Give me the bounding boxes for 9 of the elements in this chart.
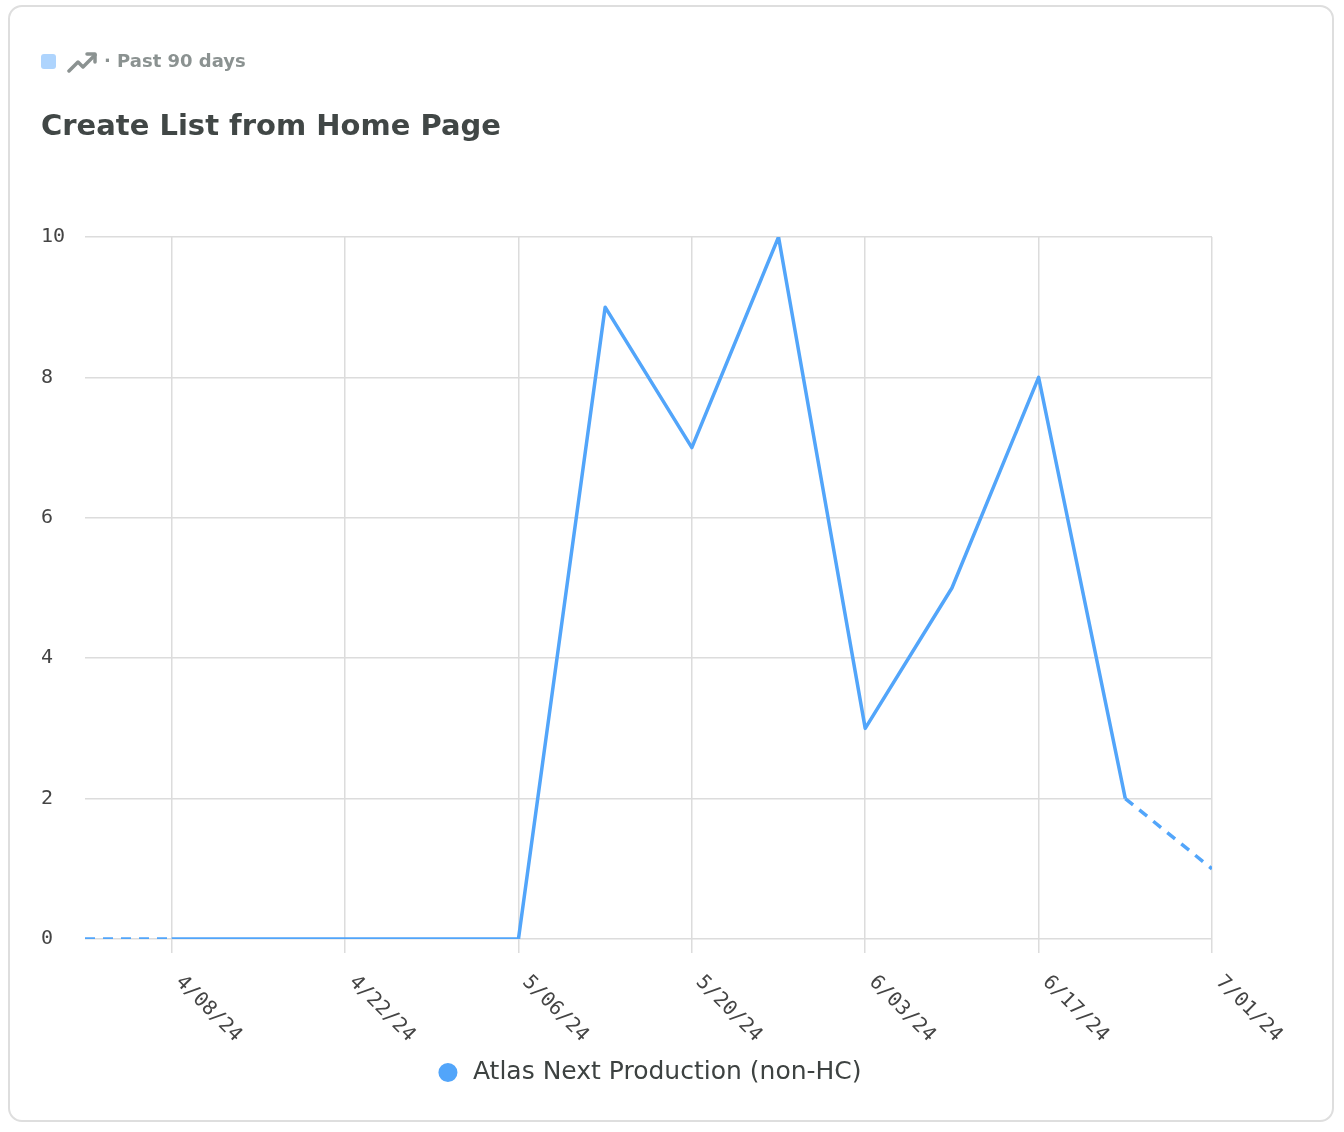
y-tick-label: 0 [41, 925, 54, 950]
chart-subtitle: · Past 90 days [104, 49, 246, 73]
y-tick-label: 6 [41, 504, 54, 528]
chart-title: Create List from Home Page [41, 107, 501, 144]
y-tick-label: 8 [41, 363, 54, 388]
y-tick-label: 4 [41, 644, 54, 669]
y-tick-label: 2 [41, 784, 54, 809]
legend-label: Atlas Next Production (non-HC) [472, 1056, 862, 1085]
y-tick-label: 10 [41, 223, 66, 248]
